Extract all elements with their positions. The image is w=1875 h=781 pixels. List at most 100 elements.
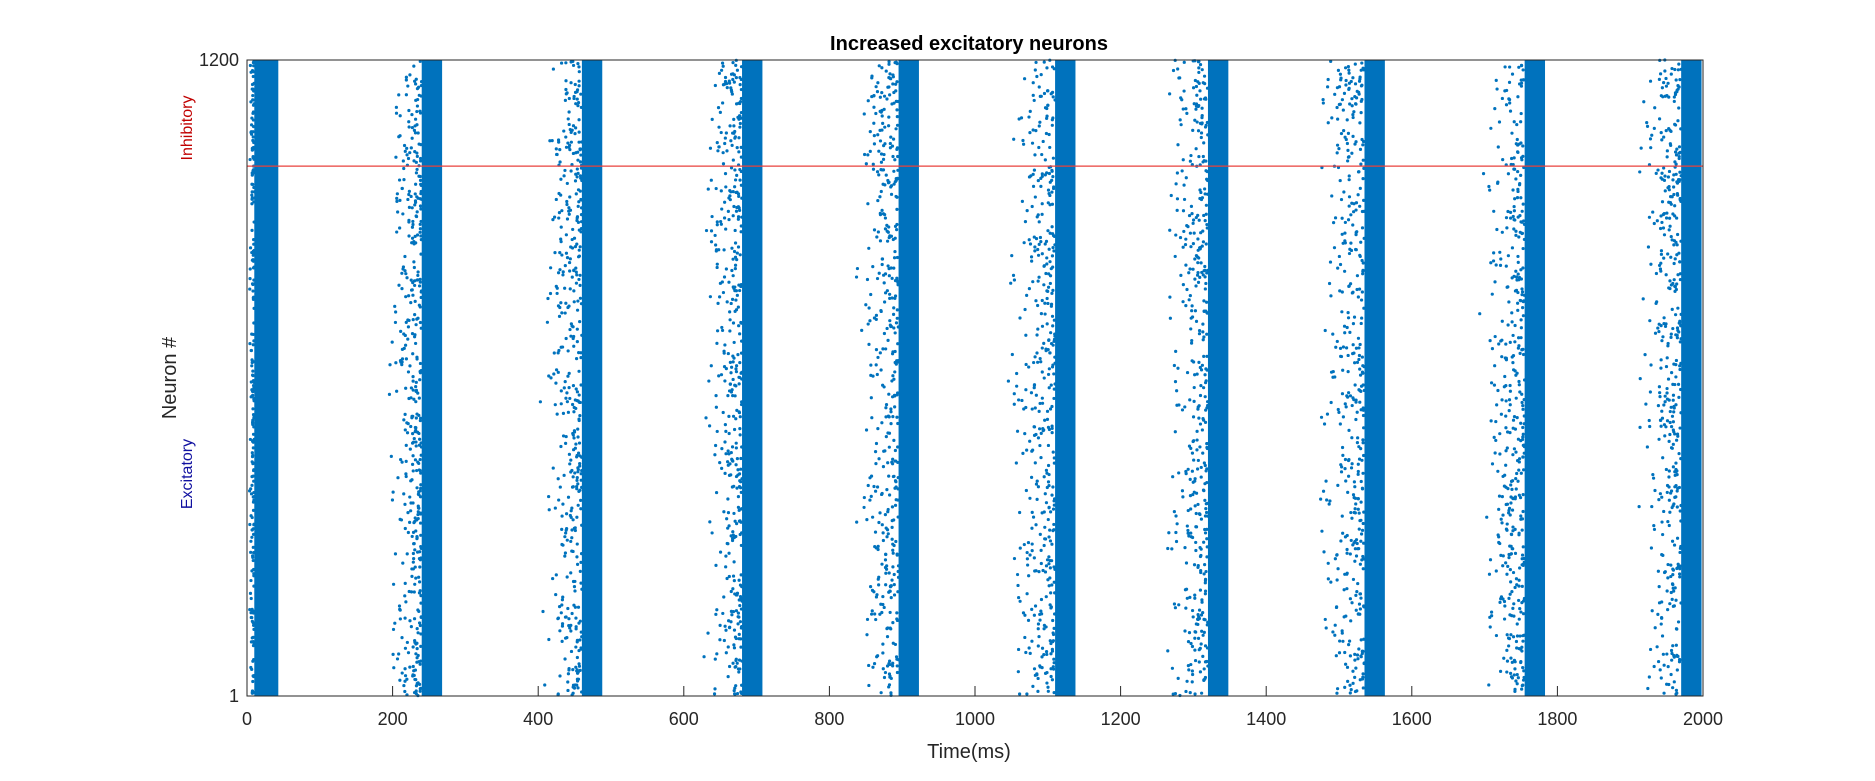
spike-point (1035, 333, 1039, 337)
spike-point (722, 275, 727, 279)
spike-point (577, 277, 581, 282)
spike-point (1040, 612, 1044, 616)
spike-point (1360, 209, 1365, 214)
spike-point (713, 233, 717, 238)
spike-point (578, 160, 583, 164)
spike-point (403, 502, 407, 506)
spike-point (1508, 592, 1512, 596)
spike-point (417, 443, 422, 447)
spike-point (1673, 432, 1677, 436)
spike-point (561, 595, 565, 599)
spike-point (734, 190, 738, 195)
spike-point (881, 594, 885, 599)
spike-point (415, 104, 420, 108)
spike-point (1659, 249, 1664, 253)
spike-point (866, 99, 870, 103)
spike-point (883, 300, 887, 304)
spike-point (1505, 226, 1509, 230)
spike-point (1359, 111, 1363, 115)
spike-point (578, 189, 582, 193)
spike-point (1198, 393, 1203, 398)
spike-point (1515, 622, 1519, 626)
spike-point (1660, 339, 1664, 343)
spike-point (1201, 611, 1205, 615)
spike-point (388, 363, 392, 367)
spike-point (1188, 477, 1192, 481)
spike-point (575, 327, 579, 331)
spike-point (887, 124, 891, 128)
spike-point (889, 596, 893, 600)
spike-point (1670, 446, 1674, 450)
spike-point (1674, 643, 1678, 647)
spike-point (721, 151, 725, 155)
spike-point (406, 84, 410, 88)
spike-point (1356, 436, 1360, 440)
spike-point (1521, 435, 1525, 439)
spike-point (1033, 604, 1038, 608)
spike-point (1185, 370, 1190, 375)
spike-point (1361, 567, 1365, 571)
spike-point (1018, 316, 1022, 320)
spike-point (1513, 551, 1518, 556)
spike-point (1194, 107, 1198, 111)
spike-point (389, 454, 393, 459)
spike-point (866, 153, 870, 157)
spike-point (740, 400, 744, 404)
spike-point (1347, 458, 1351, 462)
spike-point (890, 296, 894, 300)
spike-point (738, 332, 742, 336)
spike-point (1348, 552, 1352, 556)
spike-point (1508, 430, 1512, 435)
spike-point (1028, 439, 1032, 443)
spike-point (1665, 397, 1670, 401)
spike-point (893, 405, 897, 409)
spike-point (1051, 618, 1055, 623)
spike-point (396, 476, 400, 480)
spike-point (574, 627, 578, 631)
spike-point (400, 671, 404, 675)
spike-point (1670, 238, 1674, 242)
spike-point (1502, 656, 1506, 660)
spike-point (557, 348, 561, 353)
spike-point (1509, 501, 1513, 505)
spike-point (1045, 322, 1049, 326)
spike-point (1519, 141, 1523, 145)
spike-point (892, 266, 896, 270)
spike-point (1205, 354, 1209, 358)
spike-point (1660, 200, 1665, 204)
spike-point (738, 620, 743, 624)
spike-point (1319, 415, 1324, 419)
spike-point (883, 227, 888, 231)
spike-point (580, 485, 584, 489)
spike-point (732, 643, 736, 647)
spike-point (1499, 553, 1503, 557)
spike-point (411, 219, 415, 224)
spike-point (556, 351, 560, 355)
spike-point (1174, 182, 1178, 186)
spike-point (881, 651, 885, 655)
spike-point (1512, 227, 1516, 231)
spike-point (1521, 246, 1525, 251)
spike-point (1509, 580, 1513, 584)
spike-point (893, 158, 897, 162)
spike-point (1174, 349, 1178, 353)
spike-point (1675, 654, 1679, 658)
spike-point (890, 525, 894, 530)
spike-point (252, 339, 256, 343)
spike-point (1342, 190, 1346, 194)
spike-point (1353, 559, 1357, 563)
spike-point (579, 383, 583, 387)
spike-point (1196, 60, 1201, 64)
spike-point (1323, 617, 1327, 622)
spike-point (1491, 259, 1496, 263)
spike-point (1205, 646, 1210, 650)
spike-point (570, 528, 574, 532)
spike-point (1169, 193, 1173, 198)
spike-point (1201, 160, 1205, 164)
spike-point (554, 573, 558, 577)
spike-point (1515, 682, 1519, 686)
spike-point (1186, 531, 1190, 535)
spike-point (719, 219, 723, 224)
spike-point (1181, 209, 1186, 213)
spike-point (419, 533, 423, 537)
